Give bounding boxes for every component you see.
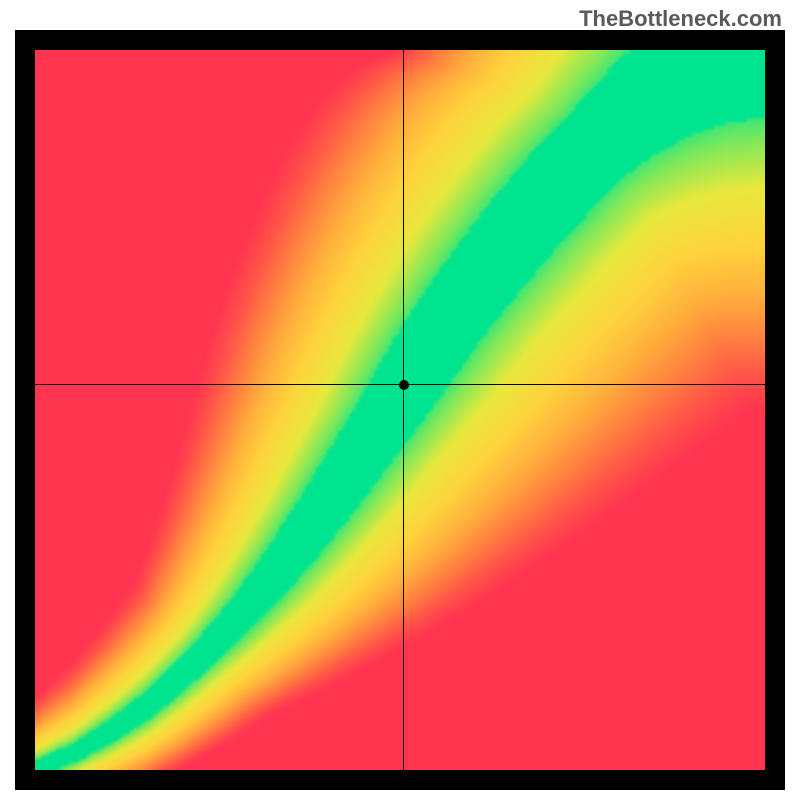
crosshair-vertical-line [403,50,404,770]
bottleneck-heatmap [35,50,765,770]
attribution-text: TheBottleneck.com [579,6,782,32]
chart-container: TheBottleneck.com [0,0,800,800]
crosshair-marker [399,380,409,390]
